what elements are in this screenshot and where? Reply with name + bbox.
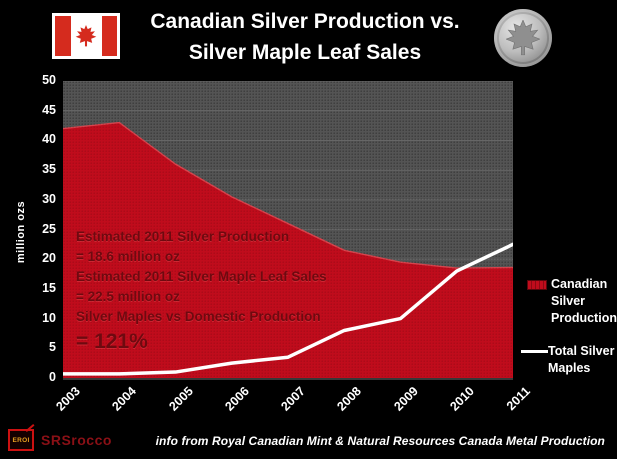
y-tick-label: 0 [49, 370, 56, 384]
texture-overlay [63, 81, 513, 378]
y-tick-label: 20 [42, 251, 56, 266]
series-layer [63, 81, 513, 378]
line-swatch-icon [521, 350, 548, 353]
y-tick-label: 35 [42, 162, 56, 177]
legend-item-maples: Total Silver Maples [521, 343, 617, 377]
y-tick-label: 5 [49, 340, 56, 355]
page-title: Canadian Silver Production vs. Silver Ma… [125, 6, 485, 68]
legend-item-production: Canadian Silver Production [521, 276, 617, 327]
annotation-highlight: = 121% [76, 330, 148, 353]
y-tick-label: 40 [42, 132, 56, 147]
x-tick-label: 2003 [53, 384, 83, 414]
maples-line [63, 242, 513, 376]
y-tick-label: 30 [42, 191, 56, 206]
y-tick-label: 10 [42, 310, 56, 325]
x-tick-label: 2010 [447, 384, 477, 414]
canada-flag-icon [52, 13, 120, 59]
annotation-line: Silver Maples vs Domestic Production [76, 309, 321, 324]
x-tick-label: 2008 [334, 384, 365, 414]
y-tick-label: 15 [42, 280, 56, 295]
flag-left-band [55, 16, 71, 56]
annotation-line: Estimated 2011 Silver Maple Leaf Sales [76, 269, 327, 284]
silver-maple-coin-icon [494, 9, 552, 67]
x-tick-label: 2006 [222, 384, 252, 414]
chart-annotation: Estimated 2011 Silver Production = 18.6 … [76, 227, 327, 355]
source-info-text: info from Royal Canadian Mint & Natural … [155, 434, 605, 448]
area-swatch-icon [527, 280, 547, 290]
x-tick-label: 2007 [278, 384, 308, 414]
coin-maple-leaf-icon [506, 20, 540, 56]
eroi-logo-text: EROI [12, 436, 30, 444]
y-tick-label: 50 [42, 73, 56, 87]
annotation-line: = 18.6 million oz [76, 249, 180, 264]
srsrocco-logo-text: SRSrocco [41, 432, 112, 448]
y-tick-label: 45 [42, 102, 56, 117]
legend-label-production: Canadian Silver Production [551, 277, 617, 325]
legend-label-maples: Total Silver Maples [548, 344, 615, 375]
plot-svg [63, 81, 513, 380]
eroi-logo-icon: EROI [8, 429, 34, 451]
title-line-2: Silver Maple Leaf Sales [188, 41, 422, 64]
srsrocco-logo: EROI SRSrocco [8, 429, 112, 451]
flag-center [70, 16, 102, 56]
y-tick-label: 25 [42, 221, 56, 236]
x-tick-label: 2009 [390, 384, 421, 414]
maple-leaf-icon [75, 25, 97, 47]
flag-right-band [101, 16, 117, 56]
chart-legend: Canadian Silver Production Total Silver … [521, 276, 617, 393]
x-tick-label: 2005 [165, 384, 196, 414]
annotation-line: Estimated 2011 Silver Production [76, 229, 290, 244]
x-tick-label: 2004 [109, 384, 140, 414]
title-line-1: Canadian Silver Production vs. [150, 10, 460, 33]
annotation-line: = 22.5 million oz [76, 289, 180, 304]
